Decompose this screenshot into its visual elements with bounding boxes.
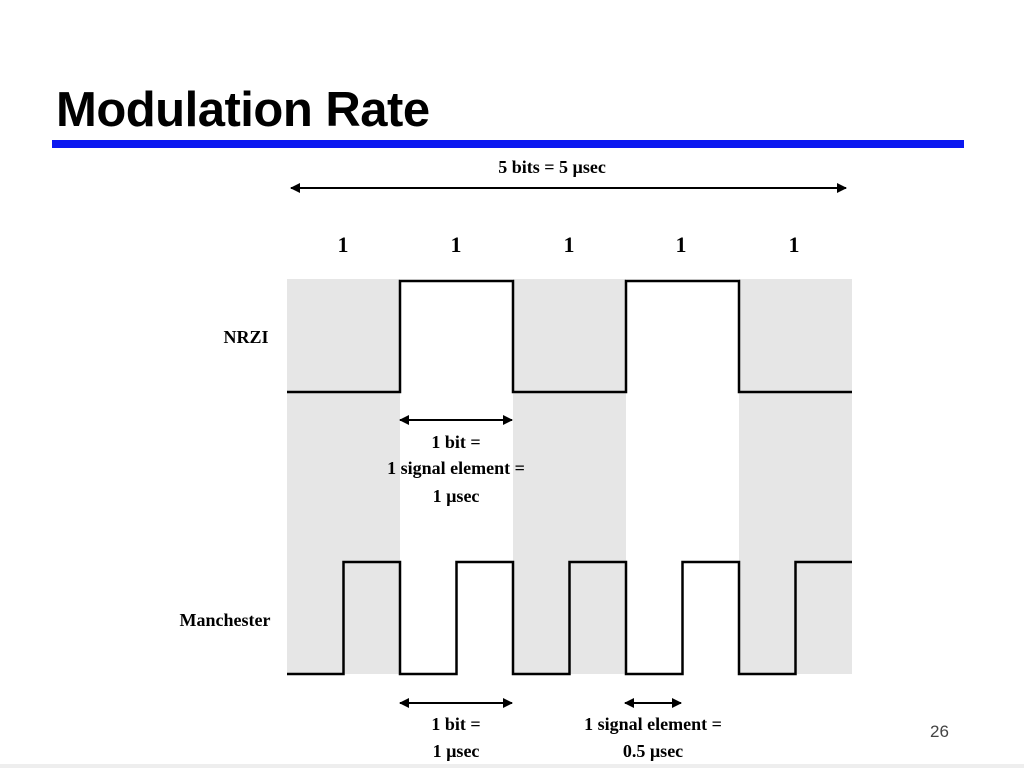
slide-title: Modulation Rate <box>56 83 430 137</box>
bit-label-2: 1 <box>451 232 462 257</box>
nrzi-waveform <box>287 279 852 394</box>
footer-divider <box>0 764 1024 768</box>
bit-label-4: 1 <box>676 232 687 257</box>
manchester-label: Manchester <box>180 610 271 630</box>
nrzi-annotation-line-1: 1 bit = <box>431 432 480 452</box>
manchester-element-annotation-line-2: 0.5 µsec <box>623 741 683 761</box>
nrzi-label: NRZI <box>223 327 268 347</box>
manchester-waveform <box>287 560 852 676</box>
bit-label-1: 1 <box>338 232 349 257</box>
span-label: 5 bits = 5 µsec <box>498 157 606 177</box>
manchester-bit-annotation-line-1: 1 bit = <box>431 714 480 734</box>
nrzi-annotation-line-2: 1 signal element = <box>387 458 525 478</box>
page-number: 26 <box>930 722 949 741</box>
bit-label-5: 1 <box>789 232 800 257</box>
bit-label-3: 1 <box>564 232 575 257</box>
title-underline <box>52 140 964 148</box>
nrzi-annotation-line-3: 1 µsec <box>433 486 480 506</box>
manchester-bit-annotation-line-2: 1 µsec <box>433 741 480 761</box>
manchester-element-annotation-line-1: 1 signal element = <box>584 714 722 734</box>
